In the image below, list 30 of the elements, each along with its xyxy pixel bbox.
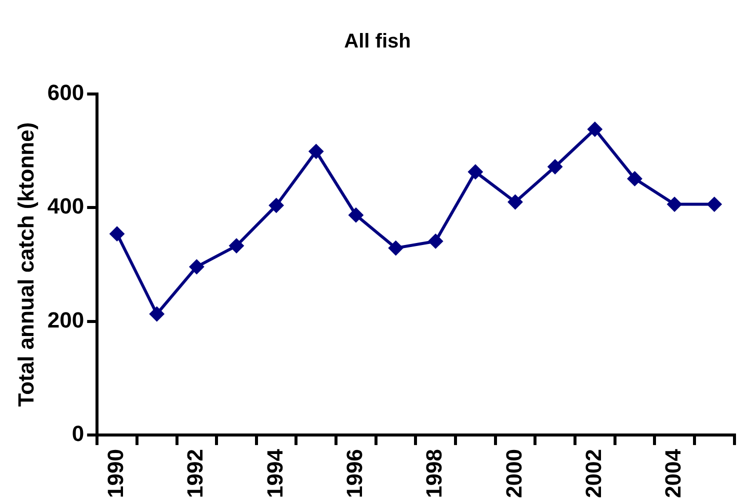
- point: [110, 226, 125, 242]
- y-axis-title: Total annual catch (ktonne): [13, 122, 38, 407]
- y-tick-label: 200: [47, 307, 84, 332]
- y-tick-label: 400: [47, 194, 84, 219]
- point: [428, 234, 444, 249]
- point: [149, 306, 164, 322]
- point: [627, 171, 642, 186]
- x-tick-label: 1992: [182, 449, 208, 498]
- point: [348, 208, 364, 223]
- point: [706, 196, 722, 212]
- point: [228, 238, 244, 254]
- point: [667, 196, 682, 212]
- point: [189, 259, 204, 274]
- point: [587, 122, 602, 137]
- x-tick-label: 1990: [103, 449, 128, 498]
- point: [508, 194, 523, 210]
- point: [388, 240, 404, 256]
- x-tick-label: 2000: [501, 449, 526, 498]
- y-tick-label: 0: [72, 421, 84, 446]
- x-tick-label: 2002: [580, 449, 606, 498]
- x-tick-label: 1996: [342, 449, 368, 498]
- x-tick-label: 1994: [262, 448, 288, 498]
- chart-title: All fish: [344, 30, 411, 53]
- x-tick-label: 1998: [422, 449, 447, 498]
- point: [268, 198, 284, 213]
- x-tick-label: 2004: [660, 448, 686, 498]
- point: [308, 144, 324, 159]
- point: [548, 159, 563, 174]
- point: [468, 164, 483, 180]
- y-tick-label: 600: [47, 80, 84, 106]
